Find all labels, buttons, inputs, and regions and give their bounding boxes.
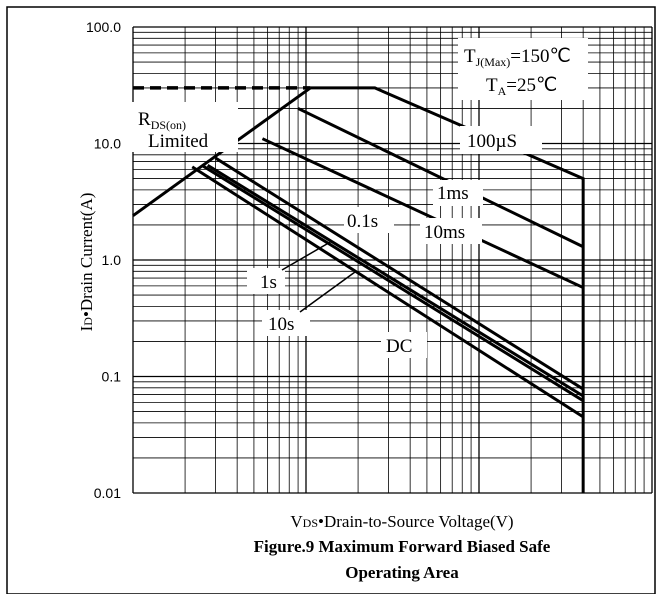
- y-tick-label: 0.01: [94, 485, 121, 501]
- series-line-1ms: [297, 107, 584, 249]
- y-axis-label: ID•Drain Current(A): [77, 193, 96, 332]
- y-tick-label: 1.0: [102, 252, 122, 268]
- conditions-box: [458, 38, 588, 100]
- tj-condition: TJ(Max)=150℃: [464, 46, 571, 69]
- label-10ms: 10ms: [424, 222, 465, 243]
- leader-10s: [299, 271, 356, 313]
- series-line-10ms: [261, 137, 584, 289]
- label-box-10ms: [420, 218, 482, 244]
- rds-label-line2: Limited: [148, 131, 209, 152]
- y-tick-label: 100.0: [86, 19, 121, 35]
- label-10s: 10s: [268, 314, 294, 335]
- series-line-0-1s: [214, 156, 584, 391]
- figure-caption-line1: Figure.9 Maximum Forward Biased Safe: [254, 537, 551, 556]
- series-line-dc: [191, 165, 584, 419]
- label-100us: 100µS: [467, 131, 517, 152]
- y-tick-label: 10.0: [94, 136, 121, 152]
- label-box-0-1s: [344, 207, 394, 233]
- figure-caption-line2: Operating Area: [345, 563, 459, 582]
- label-dc: DC: [386, 336, 412, 357]
- rds-label-box: [130, 102, 238, 152]
- leader-1s: [281, 240, 333, 271]
- soa-curves: [132, 86, 585, 493]
- label-0-1s: 0.1s: [347, 211, 378, 232]
- label-box-dc: [381, 332, 427, 358]
- label-box-10s: [262, 310, 310, 336]
- label-1ms: 1ms: [437, 183, 469, 204]
- series-line-1s: [206, 164, 584, 398]
- ta-condition: TA=25℃: [486, 75, 557, 98]
- series-line-10s: [201, 164, 584, 402]
- label-1s: 1s: [260, 272, 277, 293]
- y-tick-labels: 100.0 10.0 1.0 0.1 0.01: [86, 19, 121, 501]
- x-axis-label: VDS•Drain-to-Source Voltage(V): [290, 512, 513, 531]
- rds-label-line1: RDS(on): [138, 109, 186, 132]
- label-box-1s: [247, 268, 285, 294]
- label-box-1ms: [433, 180, 483, 206]
- y-tick-label: 0.1: [102, 369, 122, 385]
- figure-frame: [6, 6, 656, 594]
- label-box-100us: [460, 126, 542, 154]
